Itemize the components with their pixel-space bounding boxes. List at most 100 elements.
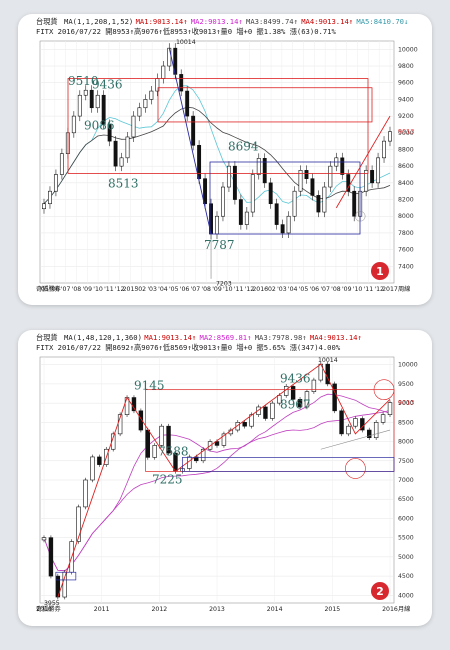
x-tick-label: 2016 [252,286,268,293]
x-tick-label: '04 [288,286,298,293]
candle-body [137,107,142,117]
chart-badge-number: 2 [376,585,384,598]
ma-line [43,106,391,204]
header-ma3: MA3:8499.74↑ [246,17,298,26]
candle-body [155,78,160,92]
candle-body [235,422,240,431]
header-ma3: MA3:7978.98↑ [255,333,307,342]
price-annotation: 7203 [216,281,232,288]
x-tick-label: '11 [234,286,244,293]
x-tick-label: '11 [104,286,114,293]
resistance-box [67,78,369,174]
x-tick-label: '07 [320,286,330,293]
candle-body [292,190,297,217]
candle-body [280,224,285,234]
last-price-label: 9013 [398,128,414,136]
candle-body [71,115,76,134]
price-annotation: 9436 [92,77,123,91]
candle-body [268,182,273,205]
candle-body [187,456,192,469]
x-tick-label: 2015 [324,606,340,613]
x-tick-label: '03 [277,286,287,293]
trend-line [57,363,391,598]
y-tick-label: 9800 [398,63,414,70]
candle-body [226,165,231,188]
y-tick-label: 4500 [398,573,414,580]
x-axis-right-label: 周線 [398,285,410,293]
support-box [182,457,395,472]
candle-body [346,425,351,435]
y-tick-label: 5000 [398,554,414,561]
x-tick-label: 2010 [36,606,52,613]
candle-body [191,115,196,146]
base-box [55,571,77,581]
price-annotation: 7787 [204,238,235,252]
candle-body [138,410,144,431]
candle-body [131,115,136,138]
candle-body [113,140,118,167]
candle-body [340,157,345,175]
price-annotation: 10014 [318,357,338,364]
chart-badge [371,262,389,280]
monthly-chart: 台現貨 MA(1,48,120,1,360) MA1:9013.14↑ MA2:856… [36,333,418,613]
header-ma1: MA1:9013.14↑ [136,17,188,26]
price-annotation: 9510 [68,74,99,88]
x-tick-label: '06 [50,286,60,293]
x-tick-label: '08 [201,286,211,293]
candle-body [304,170,309,179]
price-annotation: 7588 [158,444,189,458]
candle-body [166,425,171,454]
y-tick-label: 8000 [398,213,414,220]
ma-line [43,410,391,572]
candle-body [95,94,100,109]
candle-body [322,186,327,213]
candle-body [215,215,219,235]
y-tick-label: 9000 [398,130,414,137]
candle-body [339,410,344,435]
candle-body [270,402,275,419]
candle-body [364,170,369,192]
y-tick-label: 8800 [398,146,414,153]
x-tick-label: 2013 [209,606,225,613]
candle-body [131,397,137,412]
x-tick-label: 2016 [382,606,398,613]
x-tick-label: '06 [180,286,190,293]
marker-circle [345,458,366,479]
x-axis-left-label: 奇狐勝券 [36,605,62,613]
candle-body [310,178,315,196]
x-tick-label: '02 [266,286,276,293]
y-tick-label: 7800 [398,230,414,237]
candle-body [290,386,296,400]
candle-body [48,537,54,577]
y-tick-label: 9600 [398,80,414,87]
marker-circle [373,379,395,400]
x-tick-label: '09 [212,286,222,293]
candle-body [367,429,372,439]
chart-badge-number: 1 [376,265,384,278]
range-box [209,161,361,235]
header-ma4: MA4:9013.14↑ [310,333,362,342]
candle-body [214,441,220,446]
candle-body [53,174,58,192]
x-tick-label: '06 [310,286,320,293]
chart-badge [371,582,389,600]
price-annotation: 9145 [134,379,165,393]
candle-body [250,174,255,213]
chart-card-1: 台現貨 MA(1,1,208,1,52) MA1:9013.14↑ MA2:9013.… [18,14,432,305]
candle-body [185,90,190,117]
candle-body [286,215,291,234]
candle-body [152,445,157,458]
x-tick-label: '07 [191,286,201,293]
candle-body [304,391,310,408]
price-annotation: 8967 [280,397,311,411]
price-annotation: 3955 [44,600,60,607]
header-title: 台現貨 [36,333,58,342]
candle-body [238,199,243,225]
x-tick-label: '09 [342,286,352,293]
y-tick-label: 9500 [398,381,414,388]
candle-body [256,406,261,415]
chart-card-2: 台現貨 MA(1,48,120,1,360) MA1:9013.14↑ MA2:856… [18,330,432,626]
candle-body [107,124,112,142]
header-ma2: MA2:9013.14↑ [191,17,243,26]
candle-body [373,422,379,439]
